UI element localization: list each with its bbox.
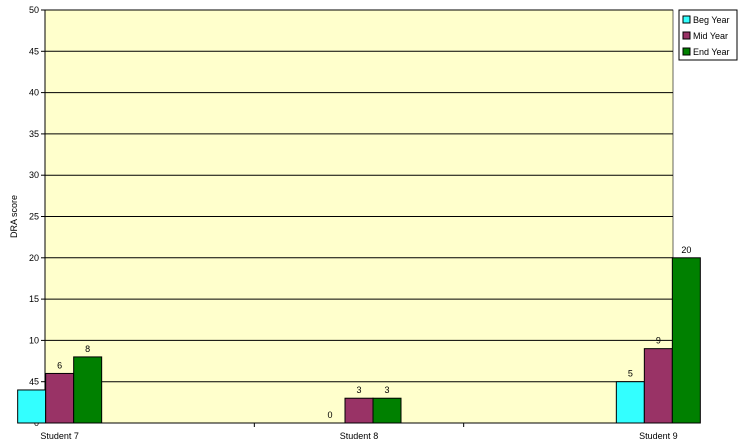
data-label: 4 <box>29 377 34 387</box>
data-label: 6 <box>57 360 62 370</box>
y-tick-label: 20 <box>29 253 39 263</box>
plot-area <box>45 9 673 423</box>
bar <box>73 356 103 424</box>
bar <box>372 397 402 424</box>
legend-entry: End Year <box>693 47 730 57</box>
data-label: 0 <box>327 410 332 420</box>
legend-swatch <box>682 47 691 56</box>
data-label: 3 <box>356 385 361 395</box>
legend-swatch <box>682 31 691 40</box>
bar <box>615 381 645 424</box>
data-labels: 4 6 8 0 3 3 5 9 20 <box>29 245 691 420</box>
data-label: 9 <box>656 336 661 346</box>
legend-entry: Mid Year <box>693 31 728 41</box>
data-label: 8 <box>85 344 90 354</box>
legend-entry: Beg Year <box>693 15 730 25</box>
legend-swatch <box>682 15 691 24</box>
y-tick-label: 35 <box>29 129 39 139</box>
x-tick-label: Student 9 <box>639 431 678 441</box>
y-tick-label: 25 <box>29 212 39 222</box>
bar <box>17 389 47 424</box>
bars <box>17 257 701 424</box>
data-label: 20 <box>681 245 691 255</box>
legend: Beg Year Mid Year End Year <box>678 9 738 61</box>
data-label: 3 <box>384 385 389 395</box>
y-tick-label: 40 <box>29 88 39 98</box>
bar <box>671 257 701 424</box>
bar <box>643 348 673 424</box>
y-tick-label: 15 <box>29 294 39 304</box>
y-tick-label: 5 <box>34 377 39 387</box>
y-tick-label: 10 <box>29 335 39 345</box>
y-tick-label: 50 <box>29 5 39 15</box>
data-label: 5 <box>628 369 633 379</box>
y-axis-title: DRA score <box>9 195 19 238</box>
x-tick-label: Student 8 <box>340 431 379 441</box>
bar <box>45 372 75 424</box>
y-tick-label: 45 <box>29 46 39 56</box>
bar <box>344 397 374 424</box>
y-tick-label: 30 <box>29 170 39 180</box>
x-tick-label: Student 7 <box>40 431 79 441</box>
